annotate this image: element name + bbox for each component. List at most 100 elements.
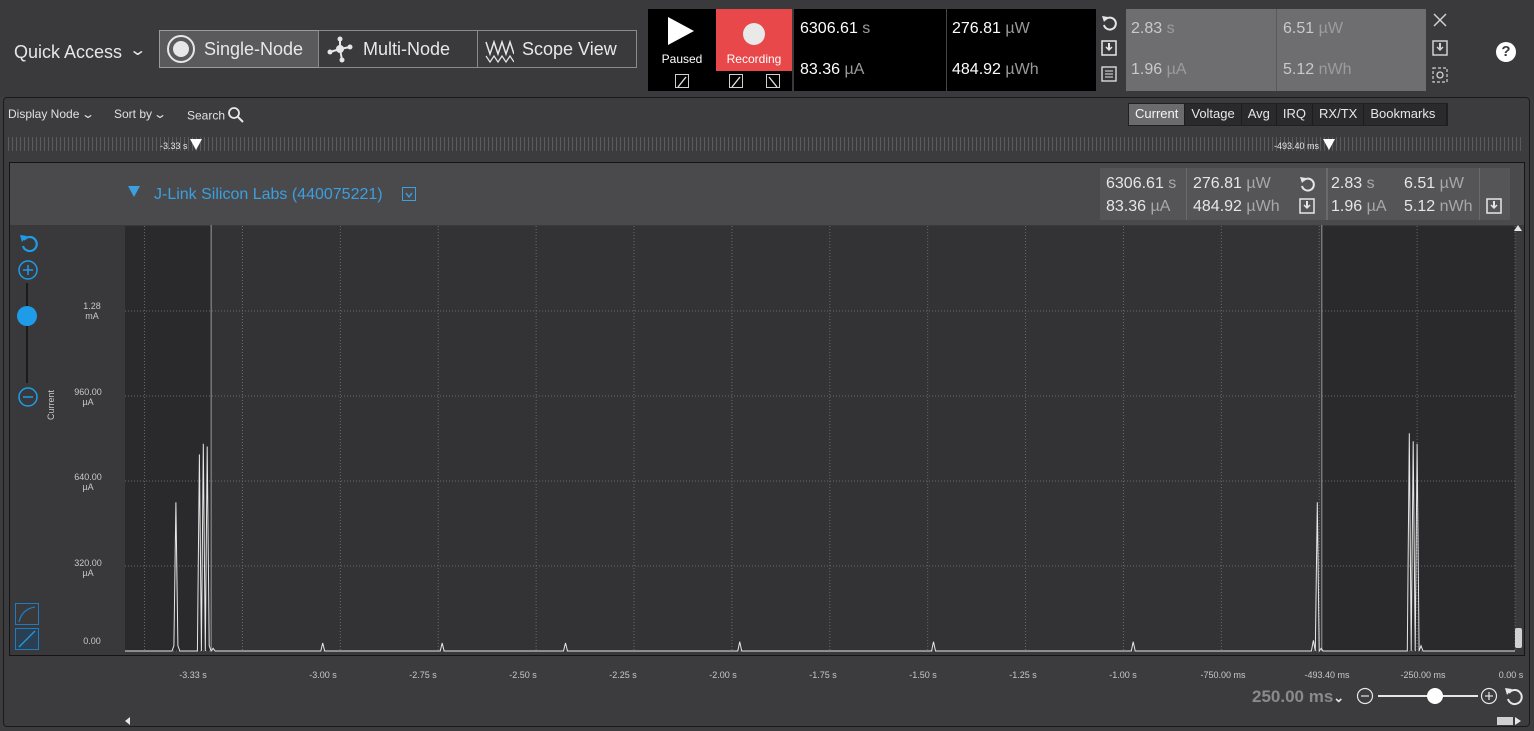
download-icon[interactable] xyxy=(1101,40,1117,61)
node-selection-time: 2.83 s xyxy=(1331,175,1375,192)
horizontal-scrollbar[interactable] xyxy=(125,716,1521,726)
close-icon[interactable] xyxy=(1433,13,1447,32)
divider xyxy=(1479,168,1480,220)
record-icon[interactable] xyxy=(743,23,765,45)
trigger-rise-icon[interactable] xyxy=(675,74,689,88)
help-icon[interactable]: ? xyxy=(1496,42,1516,62)
linear-scale-icon[interactable] xyxy=(15,628,39,650)
trigger-fall-icon[interactable] xyxy=(766,74,780,88)
marker-left-handle[interactable] xyxy=(190,139,202,150)
node-selection-power: 6.51 µW xyxy=(1404,175,1464,192)
chevron-down-icon[interactable]: ⌄ xyxy=(128,42,148,59)
divider xyxy=(1186,168,1187,220)
node-time-readout: 6306.61 s xyxy=(1106,175,1177,192)
tab-irq[interactable]: IRQ xyxy=(1277,104,1314,125)
y-zoom-handle[interactable] xyxy=(17,306,37,326)
scroll-up-icon[interactable] xyxy=(1514,225,1522,231)
x-tick-label: -493.40 ms xyxy=(1304,670,1350,680)
node-current-readout: 83.36 µA xyxy=(1106,198,1171,215)
divider xyxy=(1326,168,1328,220)
trigger-rise-icon[interactable] xyxy=(729,74,743,88)
search-icon xyxy=(228,107,245,126)
chevron-down-icon: ⌄ xyxy=(80,107,95,121)
scope-view-button[interactable]: Scope View xyxy=(477,30,637,68)
y-axis-title: Current xyxy=(46,389,56,420)
x-tick-label: -2.25 s xyxy=(609,670,637,680)
node-selection-current: 1.96 µA xyxy=(1331,198,1387,215)
collapse-triangle-icon[interactable] xyxy=(128,186,140,197)
tab-voltage[interactable]: Voltage xyxy=(1185,104,1242,125)
x-tick-label: -250.00 ms xyxy=(1400,670,1446,680)
x-tick-label: -3.33 s xyxy=(179,670,207,680)
x-tick-label: -750.00 ms xyxy=(1200,670,1246,680)
node-readout xyxy=(1100,168,1510,220)
play-icon[interactable] xyxy=(668,17,694,45)
zoom-in-icon[interactable] xyxy=(1480,687,1498,710)
zoom-out-icon[interactable] xyxy=(1356,687,1374,710)
plot-area xyxy=(125,226,1515,651)
download-icon[interactable] xyxy=(1486,198,1502,219)
view-tabs: Current Voltage Avg IRQ RX/TX Bookmarks xyxy=(1128,103,1449,126)
download-icon[interactable] xyxy=(1432,40,1448,61)
current-readout: 83.36 µA xyxy=(800,61,865,78)
reset-icon[interactable] xyxy=(1298,175,1316,198)
reset-zoom-icon[interactable] xyxy=(18,233,38,258)
single-node-label: Single-Node xyxy=(204,38,304,59)
node-dropdown-icon[interactable] xyxy=(402,187,416,201)
current-chart[interactable] xyxy=(10,163,1524,655)
time-zoom-value[interactable]: 250.00 ms⌄ xyxy=(1252,687,1345,706)
search-button[interactable]: Search xyxy=(187,107,245,126)
recording-label: Recording xyxy=(726,52,782,66)
selection-time-readout: 2.83 s xyxy=(1131,20,1175,37)
power-readout: 276.81 µW xyxy=(952,20,1030,37)
multi-node-label: Multi-Node xyxy=(363,38,451,59)
zoom-to-selection-icon[interactable] xyxy=(1432,67,1448,88)
divider xyxy=(946,9,947,91)
multi-node-icon xyxy=(325,34,355,64)
zoom-in-icon[interactable] xyxy=(17,259,39,286)
x-tick-label: 0.00 s xyxy=(1498,670,1524,680)
marker-right-handle[interactable] xyxy=(1323,139,1335,150)
quick-access-label[interactable]: Quick Access xyxy=(14,42,123,62)
download-icon[interactable] xyxy=(1299,198,1315,219)
y-tick-label: 960.00 µA xyxy=(74,387,102,407)
reset-zoom-icon[interactable] xyxy=(1503,686,1523,711)
y-tick-label: 640.00 µA xyxy=(74,472,102,492)
x-tick-label: -1.00 s xyxy=(1109,670,1137,680)
vertical-scrollbar-thumb[interactable] xyxy=(1515,628,1522,648)
timeline-ruler[interactable] xyxy=(8,137,1524,151)
reset-icon[interactable] xyxy=(1100,14,1118,37)
x-tick-label: -1.50 s xyxy=(909,670,937,680)
chevron-down-icon: ⌄ xyxy=(1333,690,1345,705)
list-icon[interactable] xyxy=(1101,66,1117,87)
live-readout xyxy=(794,9,1096,91)
time-readout: 6306.61 s xyxy=(800,20,871,37)
node-energy-readout: 484.92 µWh xyxy=(1193,198,1280,215)
y-tick-label: 1.28 mA xyxy=(83,301,101,321)
node-name: J-Link Silicon Labs (440075221) xyxy=(154,186,383,203)
current-series-line xyxy=(125,433,1515,653)
log-scale-icon[interactable] xyxy=(15,603,39,625)
tab-current[interactable]: Current xyxy=(1129,104,1186,125)
node-power-readout: 276.81 µW xyxy=(1193,175,1271,192)
x-tick-label: -2.75 s xyxy=(409,670,437,680)
y-tick-label: 0.00 xyxy=(83,636,101,646)
tab-rxtx[interactable]: RX/TX xyxy=(1313,104,1365,125)
multi-node-button[interactable]: Multi-Node xyxy=(318,30,478,68)
time-zoom-handle[interactable] xyxy=(1427,688,1443,704)
tab-bookmarks[interactable]: Bookmarks xyxy=(1364,104,1448,125)
x-tick-label: -2.00 s xyxy=(709,670,737,680)
zoom-out-icon[interactable] xyxy=(17,386,39,413)
selection-energy-readout: 5.12 nWh xyxy=(1283,61,1352,78)
display-node-menu[interactable]: Display Node ⌄ xyxy=(8,107,95,121)
x-tick-label: -2.50 s xyxy=(509,670,537,680)
tab-avg[interactable]: Avg xyxy=(1242,104,1277,125)
sort-by-menu[interactable]: Sort by ⌄ xyxy=(114,107,168,121)
y-zoom-track[interactable] xyxy=(26,283,28,383)
x-tick-label: -3.00 s xyxy=(309,670,337,680)
energy-readout: 484.92 µWh xyxy=(952,61,1039,78)
divider xyxy=(1276,9,1277,91)
x-tick-label: -1.25 s xyxy=(1009,670,1037,680)
chevron-down-icon: ⌄ xyxy=(153,107,168,121)
single-node-button[interactable]: Single-Node xyxy=(159,30,319,68)
